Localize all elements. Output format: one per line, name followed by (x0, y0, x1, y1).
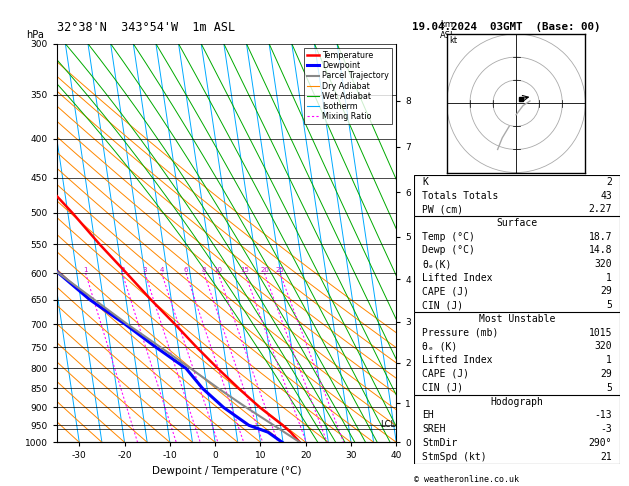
Text: SREH: SREH (422, 424, 445, 434)
Text: 2: 2 (120, 267, 125, 273)
Text: -3: -3 (600, 424, 612, 434)
Text: Totals Totals: Totals Totals (422, 191, 499, 201)
Text: 1: 1 (84, 267, 88, 273)
Text: km
ASL: km ASL (440, 20, 456, 40)
Text: 29: 29 (600, 369, 612, 379)
Text: -13: -13 (594, 411, 612, 420)
Text: CIN (J): CIN (J) (422, 300, 464, 310)
Text: 32°38'N  343°54'W  1m ASL: 32°38'N 343°54'W 1m ASL (57, 21, 235, 34)
Text: Lifted Index: Lifted Index (422, 355, 493, 365)
Text: Hodograph: Hodograph (491, 397, 543, 407)
Text: 8: 8 (202, 267, 206, 273)
Text: EH: EH (422, 411, 434, 420)
Text: 6: 6 (184, 267, 188, 273)
Text: Temp (°C): Temp (°C) (422, 232, 475, 242)
Text: LCL: LCL (380, 420, 395, 429)
Text: 5: 5 (606, 300, 612, 310)
Text: StmSpd (kt): StmSpd (kt) (422, 452, 487, 462)
Text: 2: 2 (606, 177, 612, 187)
Text: 18.7: 18.7 (589, 232, 612, 242)
Text: Pressure (mb): Pressure (mb) (422, 328, 499, 338)
Text: 14.8: 14.8 (589, 245, 612, 256)
Text: 20: 20 (260, 267, 269, 273)
Text: θₑ (K): θₑ (K) (422, 342, 457, 351)
Text: 1: 1 (606, 355, 612, 365)
Text: 1015: 1015 (589, 328, 612, 338)
Text: © weatheronline.co.uk: © weatheronline.co.uk (414, 474, 519, 484)
Y-axis label: Mixing Ratio (g/kg): Mixing Ratio (g/kg) (450, 200, 459, 286)
Text: 15: 15 (240, 267, 249, 273)
Text: 19.04.2024  03GMT  (Base: 00): 19.04.2024 03GMT (Base: 00) (412, 22, 601, 32)
Text: kt: kt (449, 36, 457, 45)
Text: PW (cm): PW (cm) (422, 205, 464, 214)
Text: 320: 320 (594, 342, 612, 351)
Text: 2.27: 2.27 (589, 205, 612, 214)
Text: 25: 25 (276, 267, 284, 273)
Text: θₑ(K): θₑ(K) (422, 259, 452, 269)
Text: 320: 320 (594, 259, 612, 269)
Text: K: K (422, 177, 428, 187)
Legend: Temperature, Dewpoint, Parcel Trajectory, Dry Adiabat, Wet Adiabat, Isotherm, Mi: Temperature, Dewpoint, Parcel Trajectory… (304, 48, 392, 124)
Text: Surface: Surface (496, 218, 538, 228)
Text: Lifted Index: Lifted Index (422, 273, 493, 283)
Text: 10: 10 (214, 267, 223, 273)
Text: CIN (J): CIN (J) (422, 383, 464, 393)
X-axis label: Dewpoint / Temperature (°C): Dewpoint / Temperature (°C) (152, 466, 301, 476)
Text: 1: 1 (606, 273, 612, 283)
Text: 29: 29 (600, 286, 612, 296)
Text: CAPE (J): CAPE (J) (422, 369, 469, 379)
Text: Most Unstable: Most Unstable (479, 314, 555, 324)
Text: 43: 43 (600, 191, 612, 201)
Text: CAPE (J): CAPE (J) (422, 286, 469, 296)
Text: 4: 4 (160, 267, 164, 273)
Text: 3: 3 (143, 267, 147, 273)
Text: hPa: hPa (26, 30, 44, 40)
Text: Dewp (°C): Dewp (°C) (422, 245, 475, 256)
Text: 290°: 290° (589, 438, 612, 448)
Text: 5: 5 (606, 383, 612, 393)
Text: StmDir: StmDir (422, 438, 457, 448)
Text: 21: 21 (600, 452, 612, 462)
